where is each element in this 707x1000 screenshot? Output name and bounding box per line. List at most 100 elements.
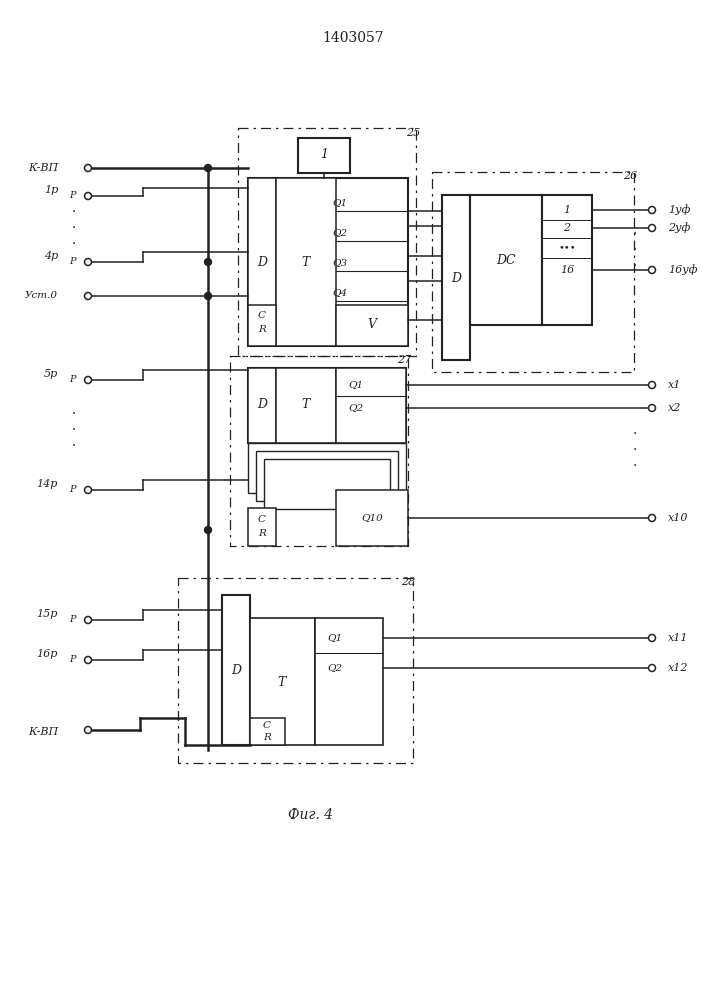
Bar [264, 459, 390, 509]
Bar [336, 305, 408, 346]
Text: Р: Р [69, 615, 76, 624]
Text: Q3: Q3 [332, 258, 348, 267]
Text: 1р: 1р [44, 185, 58, 195]
Text: ·
·
·: · · · [633, 427, 637, 473]
Bar [442, 195, 470, 360]
Circle shape [204, 292, 211, 300]
Text: ·
·
·: · · · [72, 407, 76, 453]
Bar [222, 595, 250, 745]
Text: Р: Р [69, 257, 76, 266]
Text: 16уф: 16уф [668, 265, 698, 275]
Bar [248, 368, 406, 443]
Bar [276, 368, 336, 443]
Text: T: T [302, 398, 310, 412]
Text: D: D [257, 398, 267, 412]
Text: 16р: 16р [37, 649, 58, 659]
Bar [336, 368, 406, 443]
Text: 4р: 4р [44, 251, 58, 261]
Text: Уст.0: Уст.0 [25, 292, 58, 300]
Text: DC: DC [496, 253, 516, 266]
Text: ·
·
·: · · · [633, 227, 637, 273]
Circle shape [85, 656, 91, 664]
Circle shape [204, 164, 211, 172]
Text: Q2: Q2 [349, 403, 363, 412]
Circle shape [85, 616, 91, 624]
Text: •••: ••• [559, 243, 575, 252]
Bar [432, 172, 634, 372]
Circle shape [204, 526, 211, 534]
Bar [250, 718, 285, 745]
Bar [248, 178, 408, 346]
Circle shape [648, 381, 655, 388]
Text: C: C [258, 312, 266, 320]
Text: 27: 27 [397, 355, 411, 365]
Text: 14р: 14р [37, 479, 58, 489]
Text: 2уф: 2уф [668, 223, 690, 233]
Bar [256, 451, 398, 501]
Text: К-ВП: К-ВП [28, 727, 58, 737]
Bar [248, 368, 276, 443]
Circle shape [648, 225, 655, 232]
Text: 15р: 15р [37, 609, 58, 619]
Bar [248, 178, 276, 346]
Bar [315, 618, 383, 745]
Circle shape [85, 258, 91, 265]
Text: Фиг. 4: Фиг. 4 [288, 808, 332, 822]
Circle shape [648, 514, 655, 522]
Text: C: C [258, 514, 266, 524]
Circle shape [85, 726, 91, 734]
Text: R: R [263, 732, 271, 742]
Text: ·
·
·: · · · [72, 205, 76, 251]
Text: R: R [258, 528, 266, 538]
Text: R: R [258, 326, 266, 334]
Circle shape [85, 164, 91, 172]
Circle shape [85, 192, 91, 200]
Circle shape [648, 635, 655, 642]
Bar [470, 195, 542, 325]
Text: Р: Р [69, 656, 76, 664]
Text: 2: 2 [563, 223, 571, 233]
Text: 16: 16 [560, 265, 574, 275]
Text: C: C [263, 722, 271, 730]
Text: 1: 1 [563, 205, 571, 215]
Text: х1: х1 [668, 380, 682, 390]
Bar [230, 356, 408, 546]
Bar [238, 128, 416, 356]
Text: х2: х2 [668, 403, 682, 413]
Circle shape [85, 376, 91, 383]
Text: Q1: Q1 [332, 198, 348, 208]
Text: Q1: Q1 [349, 380, 363, 389]
Circle shape [648, 664, 655, 672]
Text: 1уф: 1уф [668, 205, 690, 215]
Text: Q4: Q4 [332, 288, 348, 298]
Circle shape [204, 258, 211, 265]
Text: T: T [278, 676, 286, 688]
Text: 28: 28 [401, 577, 415, 587]
Text: D: D [231, 664, 241, 676]
Text: х12: х12 [668, 663, 689, 673]
Bar [248, 508, 276, 546]
Text: Q1: Q1 [327, 634, 343, 643]
Text: 26: 26 [623, 171, 637, 181]
Text: Q2: Q2 [327, 664, 343, 672]
Text: 5р: 5р [44, 369, 58, 379]
Text: D: D [451, 271, 461, 284]
Circle shape [85, 292, 91, 300]
Bar [248, 443, 406, 493]
Text: Р: Р [69, 375, 76, 384]
Bar [542, 195, 592, 325]
Text: Q10: Q10 [361, 514, 383, 522]
Text: Р: Р [69, 486, 76, 494]
Text: Р: Р [69, 192, 76, 200]
Bar [276, 178, 336, 346]
Text: х10: х10 [668, 513, 689, 523]
Circle shape [648, 266, 655, 273]
Text: 1: 1 [320, 148, 328, 161]
Text: V: V [368, 318, 377, 332]
Circle shape [648, 404, 655, 412]
Text: х11: х11 [668, 633, 689, 643]
Text: Q2: Q2 [332, 229, 348, 237]
Bar [248, 305, 276, 346]
Text: 1403057: 1403057 [322, 31, 384, 45]
Text: T: T [302, 255, 310, 268]
